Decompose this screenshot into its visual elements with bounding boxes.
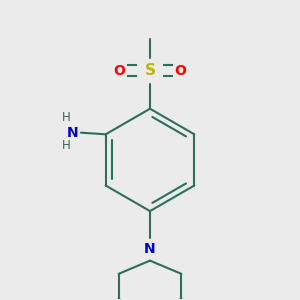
Text: O: O: [114, 64, 126, 78]
Text: S: S: [145, 63, 155, 78]
Text: N: N: [67, 126, 79, 140]
Text: N: N: [144, 242, 156, 256]
Text: H: H: [62, 140, 70, 152]
Text: O: O: [174, 64, 186, 78]
Text: H: H: [62, 111, 70, 124]
